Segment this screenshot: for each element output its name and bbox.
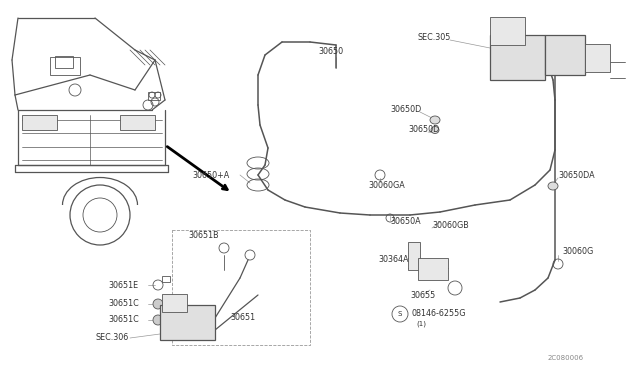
Bar [490,35,545,80]
Text: 30651B: 30651B [188,231,219,240]
Bar [545,35,585,75]
Text: 30650+A: 30650+A [192,170,229,180]
Text: 2C080006: 2C080006 [548,355,584,361]
Text: SEC.305: SEC.305 [418,33,451,42]
Text: SEC.306: SEC.306 [95,334,128,343]
Text: 30651C: 30651C [108,299,139,308]
Text: 30650A: 30650A [390,218,420,227]
Bar [55,56,73,68]
Bar [148,92,160,100]
Text: 30364A: 30364A [378,256,408,264]
Text: 30650D: 30650D [390,106,421,115]
Bar [585,44,610,72]
Text: 08146-6255G: 08146-6255G [412,310,467,318]
Bar [418,258,448,280]
Bar [50,57,80,75]
Bar [162,294,187,312]
Ellipse shape [430,116,440,124]
Bar [160,305,215,340]
Ellipse shape [431,126,439,134]
Text: S: S [398,311,402,317]
Circle shape [153,299,163,309]
Bar [162,276,170,282]
Text: 30650D: 30650D [408,125,439,135]
Text: 30655: 30655 [410,292,435,301]
Bar [22,115,57,130]
Text: 30650DA: 30650DA [558,170,595,180]
Text: 30651: 30651 [230,314,255,323]
Text: 30060GA: 30060GA [368,180,404,189]
Circle shape [153,315,163,325]
Text: (1): (1) [416,321,426,327]
Text: 30651E: 30651E [108,280,138,289]
Text: 30651C: 30651C [108,315,139,324]
Text: 30060G: 30060G [562,247,593,257]
Text: 30060GB: 30060GB [432,221,468,231]
Text: 30650: 30650 [318,48,343,57]
Bar [490,17,525,45]
Bar [120,115,155,130]
Bar [408,242,420,270]
Ellipse shape [548,182,558,190]
